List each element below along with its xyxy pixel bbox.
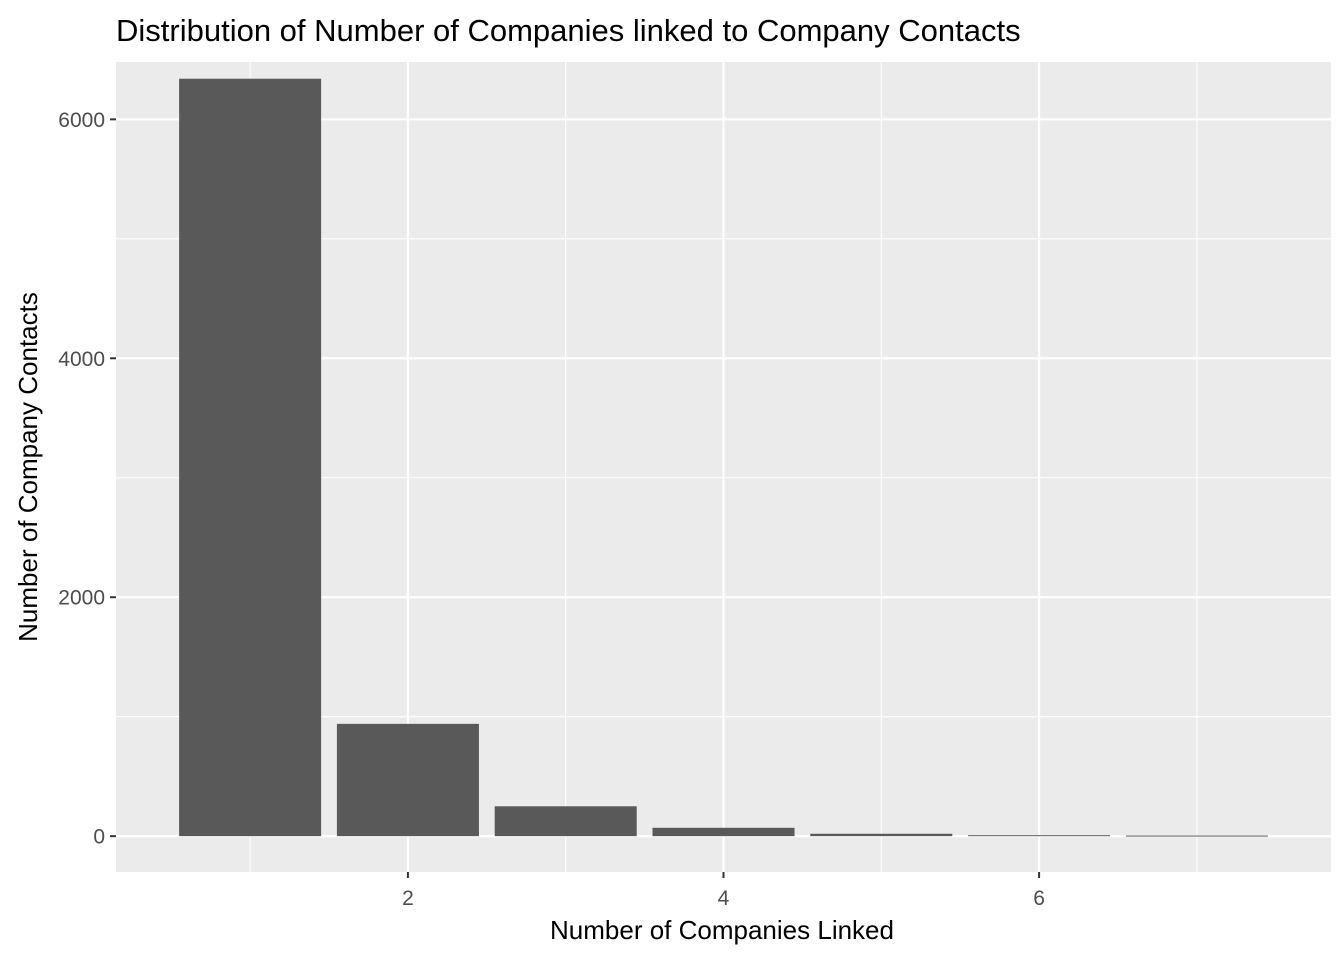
y-axis: 0 2000 4000 6000 <box>58 109 116 849</box>
bar-4 <box>652 827 795 837</box>
bar-7 <box>1125 835 1268 837</box>
x-tick-label: 4 <box>718 887 730 910</box>
y-tick-label: 0 <box>93 826 105 849</box>
x-tick-label: 2 <box>402 887 414 910</box>
bar-3 <box>494 806 637 837</box>
y-tick-label: 2000 <box>58 587 105 610</box>
x-tick-label: 6 <box>1033 887 1045 910</box>
y-axis-title: Number of Company Contacts <box>13 292 43 642</box>
bar-6 <box>968 835 1111 837</box>
bar-2 <box>336 723 479 837</box>
bar-1 <box>179 78 322 837</box>
chart-title: Distribution of Number of Companies link… <box>116 13 1021 48</box>
x-axis: 2 4 6 <box>402 872 1045 910</box>
y-tick-label: 4000 <box>58 348 105 371</box>
bar-5 <box>810 833 953 837</box>
x-axis-title: Number of Companies Linked <box>550 915 894 945</box>
y-tick-label: 6000 <box>58 109 105 132</box>
bars <box>179 78 1268 837</box>
